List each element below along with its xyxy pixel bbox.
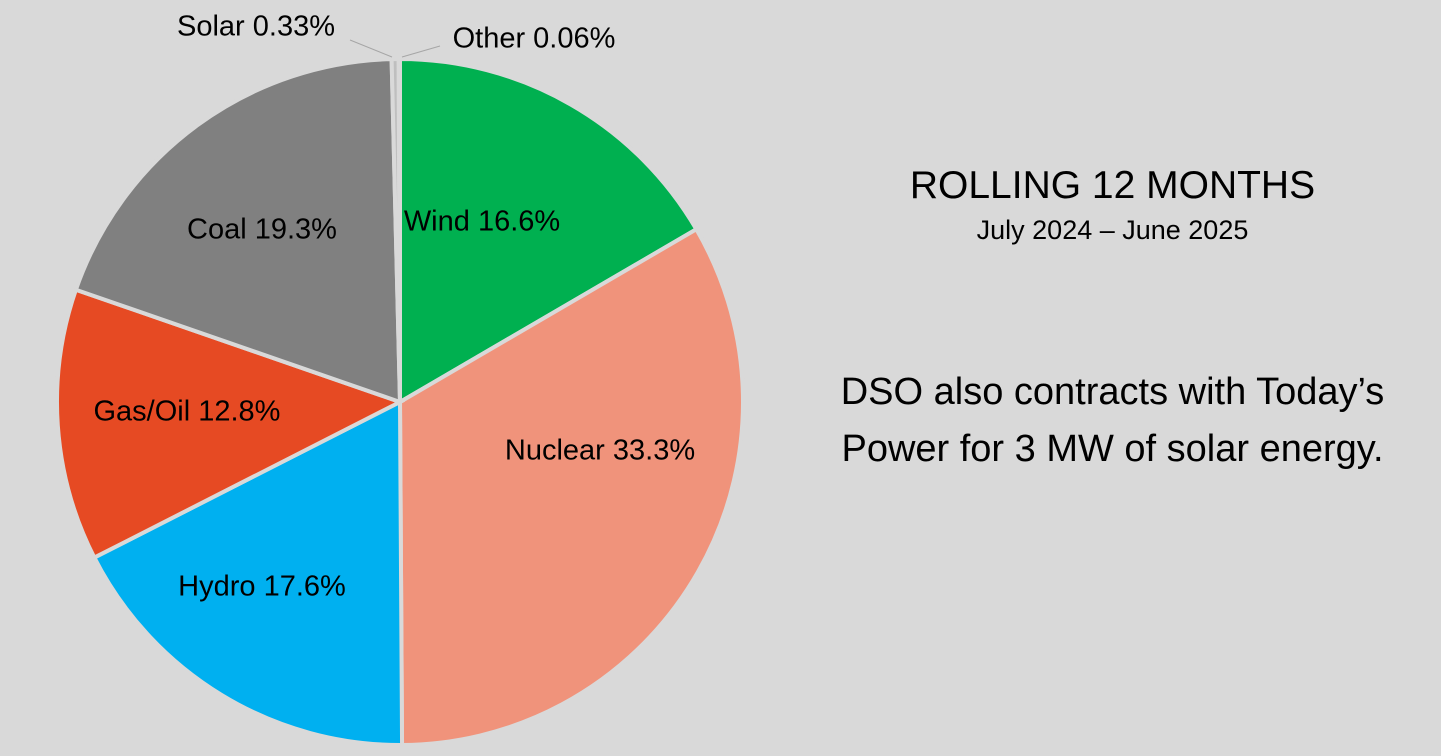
pie-slice-wind bbox=[398, 56, 700, 406]
leader-line-other bbox=[401, 45, 441, 58]
slice-label-solar: Solar 0.33% bbox=[177, 11, 335, 43]
leader-lines bbox=[349, 39, 441, 58]
slice-label-wind: Wind 16.6% bbox=[404, 206, 560, 238]
slice-label-nuclear: Nuclear 33.3% bbox=[505, 435, 695, 467]
pie-chart: Wind 16.6% Nuclear 33.3% Hydro 17.6% Gas/Oi… bbox=[55, 10, 745, 748]
pie-slice-gas-oil bbox=[55, 287, 406, 561]
pie-slice-hydro bbox=[91, 398, 405, 747]
leader-line-solar bbox=[349, 39, 393, 58]
period-range: July 2024 – June 2025 bbox=[976, 215, 1249, 245]
pie-slice-other bbox=[396, 56, 402, 403]
pie-slice-coal bbox=[73, 57, 403, 405]
pie-slices bbox=[55, 56, 745, 748]
side-panel: ROLLING 12 MONTHS July 2024 – June 2025 … bbox=[820, 160, 1405, 470]
period-title: ROLLING 12 MONTHS bbox=[909, 164, 1316, 207]
slice-labels: Wind 16.6% Nuclear 33.3% Hydro 17.6% Gas/Oi… bbox=[94, 11, 696, 603]
slice-label-other: Other 0.06% bbox=[453, 23, 616, 55]
slice-label-hydro: Hydro 17.6% bbox=[178, 571, 346, 603]
pie-slice-nuclear bbox=[397, 226, 745, 748]
slice-label-gas-oil: Gas/Oil 12.8% bbox=[94, 396, 281, 428]
solar-contract-note: DSO also contracts with Today’s Power fo… bbox=[840, 371, 1385, 470]
slice-label-coal: Coal 19.3% bbox=[187, 214, 337, 246]
